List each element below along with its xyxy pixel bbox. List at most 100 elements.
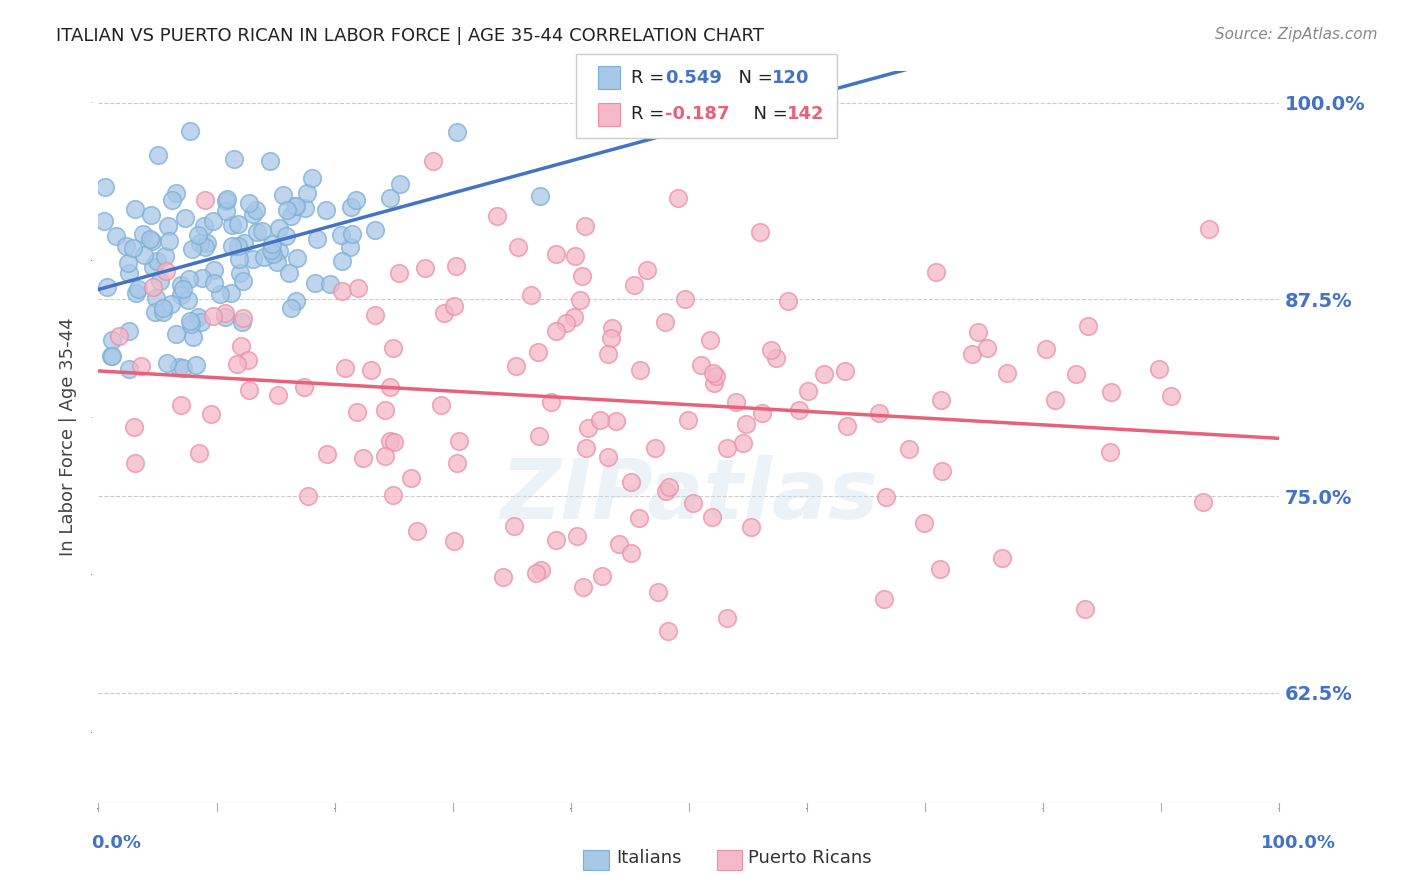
Text: R =: R = bbox=[631, 105, 671, 123]
Point bbox=[363, 308, 385, 322]
Point bbox=[252, 224, 274, 238]
Point bbox=[284, 199, 307, 213]
Point bbox=[529, 189, 551, 203]
Point bbox=[219, 285, 242, 300]
Point bbox=[292, 380, 315, 394]
Point bbox=[271, 188, 294, 202]
Point bbox=[139, 232, 162, 246]
Point bbox=[609, 537, 631, 551]
Point bbox=[449, 434, 471, 448]
Point bbox=[188, 235, 211, 250]
Point bbox=[215, 204, 238, 219]
Point bbox=[596, 450, 619, 464]
Point bbox=[202, 277, 225, 291]
Point bbox=[269, 221, 291, 235]
Point bbox=[912, 516, 935, 531]
Point bbox=[200, 407, 222, 421]
Point bbox=[156, 356, 179, 370]
Point bbox=[505, 359, 527, 374]
Point bbox=[228, 217, 250, 231]
Point bbox=[266, 254, 288, 268]
Point bbox=[339, 200, 361, 214]
Point bbox=[172, 282, 194, 296]
Point bbox=[117, 256, 139, 270]
Point bbox=[388, 266, 411, 280]
Point bbox=[346, 405, 368, 419]
Point bbox=[749, 225, 772, 239]
Point bbox=[565, 529, 588, 543]
Text: 100.0%: 100.0% bbox=[1261, 834, 1336, 852]
Point bbox=[702, 510, 724, 524]
Point bbox=[267, 388, 290, 402]
Point bbox=[929, 393, 952, 408]
Point bbox=[285, 251, 308, 265]
Point bbox=[540, 394, 562, 409]
Point bbox=[191, 270, 214, 285]
Point bbox=[797, 384, 820, 398]
Point bbox=[307, 232, 329, 246]
Point bbox=[100, 349, 122, 363]
Point bbox=[813, 367, 835, 381]
Point bbox=[242, 252, 264, 267]
Point bbox=[991, 550, 1014, 565]
Point bbox=[238, 353, 260, 368]
Point bbox=[527, 345, 550, 359]
Point bbox=[740, 520, 762, 534]
Point bbox=[725, 395, 748, 409]
Point bbox=[124, 456, 146, 470]
Point bbox=[657, 624, 679, 639]
Point bbox=[344, 193, 367, 207]
Point bbox=[360, 363, 382, 377]
Point bbox=[180, 317, 202, 331]
Point bbox=[156, 219, 179, 234]
Point bbox=[141, 234, 163, 248]
Point bbox=[1074, 602, 1097, 616]
Point bbox=[231, 315, 253, 329]
Point bbox=[96, 280, 118, 294]
Point bbox=[835, 419, 858, 434]
Point bbox=[568, 293, 591, 307]
Point bbox=[485, 209, 508, 223]
Point bbox=[571, 580, 593, 594]
Point bbox=[146, 254, 169, 268]
Point bbox=[575, 442, 598, 456]
Point bbox=[374, 402, 396, 417]
Point bbox=[380, 191, 402, 205]
Point bbox=[297, 490, 319, 504]
Point bbox=[149, 274, 172, 288]
Point bbox=[214, 306, 236, 320]
Point bbox=[339, 240, 361, 254]
Point bbox=[655, 483, 678, 498]
Point bbox=[226, 358, 249, 372]
Point bbox=[554, 316, 576, 330]
Point bbox=[295, 186, 318, 200]
Point bbox=[704, 368, 727, 383]
Point bbox=[304, 276, 326, 290]
Point bbox=[413, 261, 436, 276]
Point bbox=[187, 227, 209, 242]
Point bbox=[179, 314, 201, 328]
Y-axis label: In Labor Force | Age 35-44: In Labor Force | Age 35-44 bbox=[59, 318, 77, 557]
Point bbox=[527, 429, 550, 443]
Point bbox=[165, 327, 187, 342]
Point bbox=[444, 259, 467, 273]
Point bbox=[576, 420, 599, 434]
Text: Source: ZipAtlas.com: Source: ZipAtlas.com bbox=[1215, 27, 1378, 42]
Text: R =: R = bbox=[631, 69, 671, 87]
Point bbox=[382, 434, 405, 449]
Text: N =: N = bbox=[742, 105, 794, 123]
Point bbox=[202, 263, 225, 277]
Point bbox=[546, 247, 568, 261]
Point bbox=[787, 402, 810, 417]
Point bbox=[253, 251, 276, 265]
Point bbox=[654, 315, 676, 329]
Point bbox=[319, 277, 342, 292]
Point bbox=[246, 225, 269, 239]
Point bbox=[193, 219, 215, 234]
Point bbox=[285, 293, 308, 308]
Text: Puerto Ricans: Puerto Ricans bbox=[748, 849, 872, 867]
Text: 142: 142 bbox=[787, 105, 825, 123]
Point bbox=[145, 291, 167, 305]
Point bbox=[221, 218, 243, 232]
Point bbox=[1101, 384, 1123, 399]
